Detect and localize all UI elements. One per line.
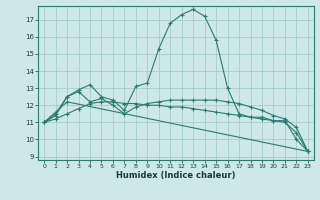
X-axis label: Humidex (Indice chaleur): Humidex (Indice chaleur)	[116, 171, 236, 180]
